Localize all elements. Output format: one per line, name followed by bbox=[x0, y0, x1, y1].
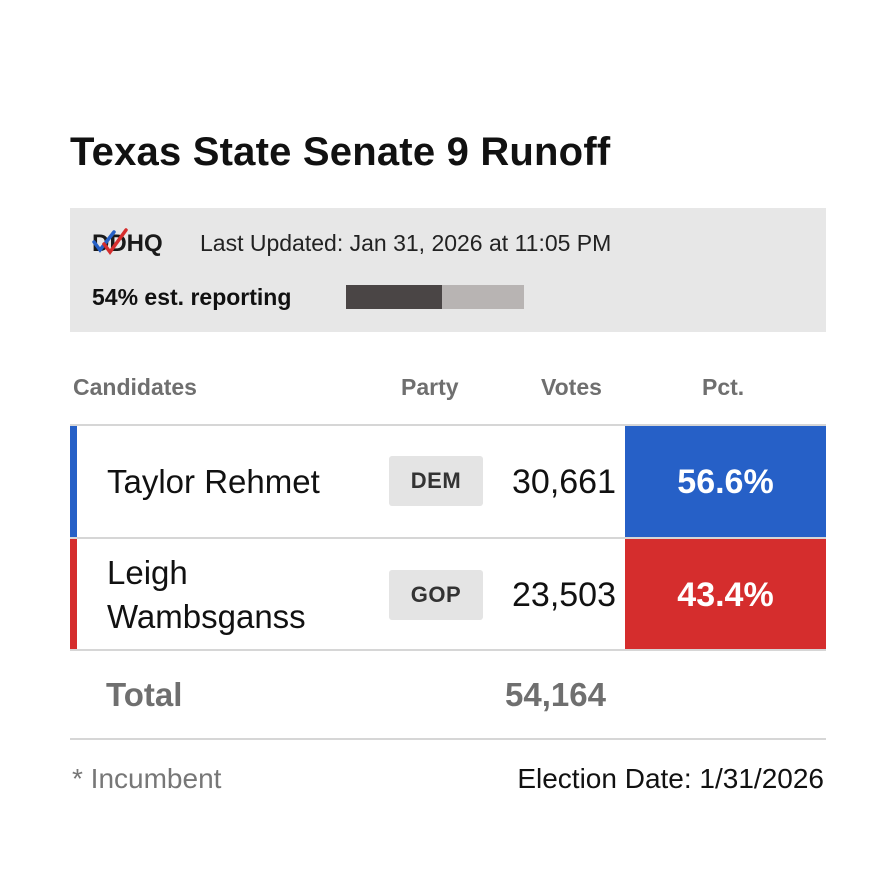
reporting-progress-fill bbox=[346, 285, 443, 309]
ddhq-logo: DDHQ bbox=[92, 228, 163, 258]
last-updated: Last Updated: Jan 31, 2026 at 11:05 PM bbox=[200, 230, 612, 256]
candidate-pct: 43.4% bbox=[625, 539, 826, 651]
divider bbox=[70, 537, 826, 539]
candidate-name: Taylor Rehmet bbox=[107, 463, 320, 500]
party-color-stripe bbox=[70, 426, 77, 538]
total-votes: 54,164 bbox=[505, 676, 606, 713]
party-color-stripe bbox=[70, 539, 77, 651]
party-badge: DEM bbox=[389, 456, 483, 506]
header-party: Party bbox=[401, 374, 459, 400]
incumbent-note: * Incumbent bbox=[72, 763, 222, 794]
divider bbox=[70, 424, 826, 426]
election-date: Election Date: 1/31/2026 bbox=[517, 763, 824, 794]
status-panel: DDHQ Last Updated: Jan 31, 2026 at 11:05… bbox=[70, 208, 826, 332]
reporting-label: 54% est. reporting bbox=[92, 284, 292, 310]
party-badge: GOP bbox=[389, 570, 483, 620]
divider bbox=[70, 649, 826, 651]
reporting-progress-bar bbox=[346, 285, 524, 309]
total-label: Total bbox=[106, 676, 183, 713]
header-candidates: Candidates bbox=[73, 374, 197, 400]
race-title: Texas State Senate 9 Runoff bbox=[70, 130, 611, 174]
header-votes: Votes bbox=[541, 374, 602, 400]
candidate-row[interactable]: Taylor Rehmet DEM 30,661 56.6% bbox=[70, 426, 826, 538]
candidate-votes: 30,661 bbox=[512, 462, 616, 501]
candidate-name: Leigh Wambsganss bbox=[107, 554, 306, 635]
divider bbox=[70, 738, 826, 740]
table-header: Candidates Party Votes Pct. bbox=[70, 374, 826, 404]
candidate-votes: 23,503 bbox=[512, 575, 616, 614]
candidate-pct: 56.6% bbox=[625, 426, 826, 538]
candidate-row[interactable]: Leigh Wambsganss GOP 23,503 43.4% bbox=[70, 539, 826, 651]
header-pct: Pct. bbox=[702, 374, 745, 400]
checkmark-icon bbox=[92, 228, 128, 255]
